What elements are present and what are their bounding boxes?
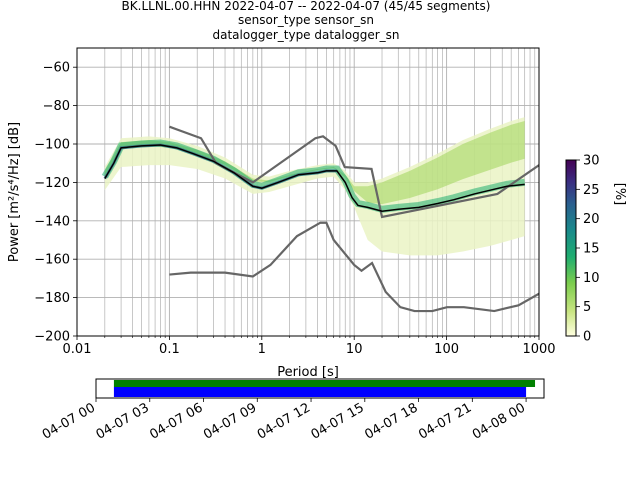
plot-frame [76, 47, 540, 337]
title-line-3: datalogger_type datalogger_sn [213, 28, 400, 42]
x-axis-label: Period [s] [277, 365, 339, 380]
mean-curve-group [104, 144, 525, 212]
timeline-tick-label: 04-07 21 [416, 400, 474, 442]
colorbar-tick-label: 5 [583, 300, 591, 315]
timeline-tick-label: 04-07 06 [147, 400, 205, 442]
y-tick-label: −120 [34, 176, 70, 191]
y-axis: −60 −80 −100 −120 −140 −160 −180 −200 [34, 61, 77, 345]
y-tick-label: −200 [34, 330, 70, 345]
x-tick-label: 100 [434, 342, 459, 357]
coverage-bar [113, 380, 536, 387]
y-tick-label: −180 [34, 291, 70, 306]
y-tick-label: −160 [34, 253, 70, 268]
title-line-2: sensor_type sensor_sn [238, 13, 374, 27]
colorbar-gradient [565, 159, 577, 337]
timeline-tick-label: 04-07 15 [309, 400, 367, 442]
x-tick-label: 1000 [522, 342, 555, 357]
mean-curve [104, 144, 525, 212]
timeline-tick-label: 04-07 00 [40, 400, 98, 442]
ppsd-plot: 0.01 0.1 1 10 100 1000 −60 −80 −100 −120 −140 −160… [7, 47, 556, 380]
colorbar: 0 5 10 15 20 25 30 [%] [565, 154, 627, 345]
high-noise-model-curve [169, 125, 539, 219]
x-tick-label: 10 [346, 342, 363, 357]
colorbar-tick-label: 20 [583, 212, 600, 227]
density-ridge [101, 139, 526, 213]
y-axis-label: Power [m²/s⁴/Hz] [dB] [7, 122, 22, 262]
y-tick-label: −140 [34, 214, 70, 229]
colorbar-tick-label: 10 [583, 271, 600, 286]
colorbar-tick-label: 15 [583, 242, 600, 257]
timeline-tick-label: 04-07 09 [201, 400, 259, 442]
y-tick-label: −100 [34, 138, 70, 153]
x-tick-label: 1 [258, 342, 266, 357]
noise-models [169, 125, 539, 313]
x-axis: 0.01 0.1 1 10 100 1000 [63, 336, 556, 357]
density-core [104, 120, 525, 205]
y-tick-label: −60 [43, 61, 70, 76]
timeline-tick-label: 04-07 03 [94, 400, 152, 442]
timeline-tick-label: 04-07 18 [362, 400, 420, 442]
x-tick-label: 0.1 [159, 342, 180, 357]
colorbar-tick-label: 25 [583, 183, 600, 198]
timeline-bars [113, 380, 536, 397]
colorbar-tick-label: 30 [583, 154, 600, 169]
title-line-1: BK.LLNL.00.HHN 2022-04-07 -- 2022-04-07 … [122, 0, 491, 13]
colorbar-ticks: 0 5 10 15 20 25 30 [576, 154, 600, 345]
x-tick-label: 0.01 [63, 342, 92, 357]
timeline-tick-label: 04-07 12 [255, 400, 313, 442]
colorbar-label: [%] [612, 183, 627, 206]
coverage-bar [113, 387, 527, 397]
chart-title: BK.LLNL.00.HHN 2022-04-07 -- 2022-04-07 … [122, 0, 491, 42]
low-noise-model-curve [169, 221, 539, 313]
colorbar-tick-label: 0 [583, 330, 591, 345]
timeline-tick-label: 04-08 00 [470, 400, 528, 442]
y-tick-label: −80 [43, 99, 70, 114]
